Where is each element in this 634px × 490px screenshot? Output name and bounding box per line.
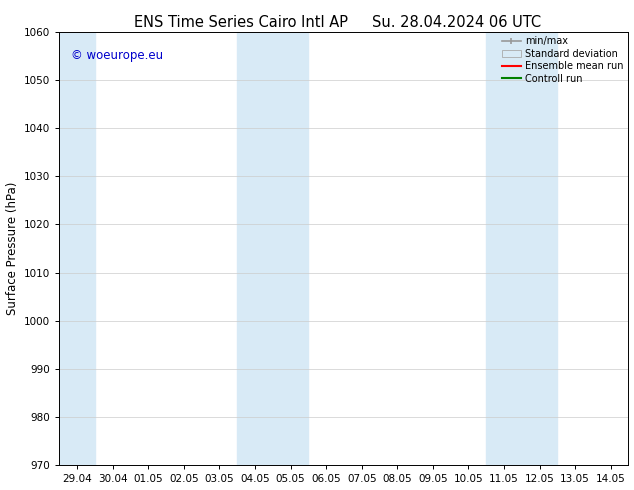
- Y-axis label: Surface Pressure (hPa): Surface Pressure (hPa): [6, 182, 18, 315]
- Bar: [237, 32, 308, 466]
- Legend: min/max, Standard deviation, Ensemble mean run, Controll run: min/max, Standard deviation, Ensemble me…: [500, 34, 626, 86]
- Text: Su. 28.04.2024 06 UTC: Su. 28.04.2024 06 UTC: [372, 15, 541, 30]
- Bar: [60, 32, 95, 466]
- Text: © woeurope.eu: © woeurope.eu: [71, 49, 163, 62]
- Text: ENS Time Series Cairo Intl AP: ENS Time Series Cairo Intl AP: [134, 15, 348, 30]
- Bar: [486, 32, 557, 466]
